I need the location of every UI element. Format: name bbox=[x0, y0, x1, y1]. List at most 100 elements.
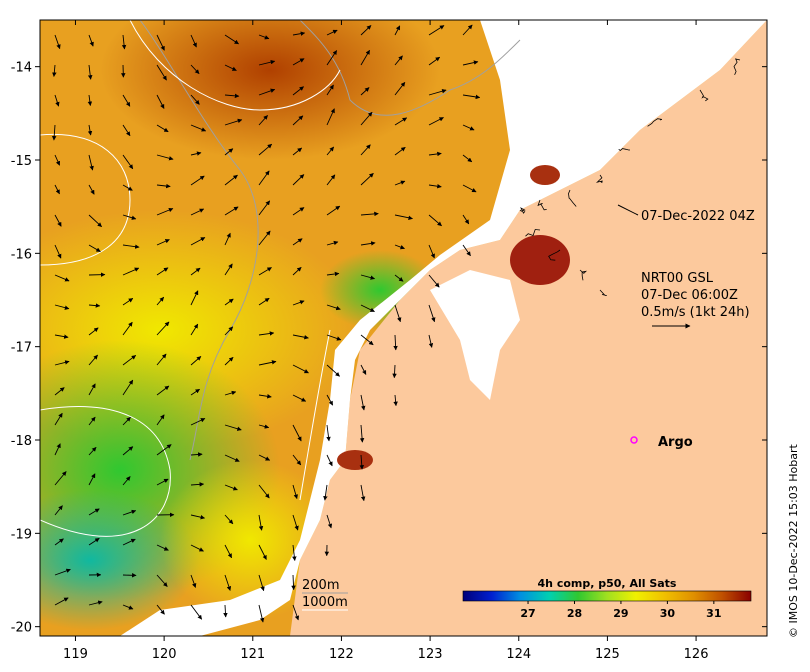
current-vector-arrow bbox=[122, 446, 134, 456]
argo-float-marker bbox=[630, 436, 638, 444]
current-vector-arrow bbox=[394, 146, 406, 156]
coastline-segment bbox=[647, 118, 663, 127]
current-vector-arrow bbox=[88, 244, 101, 252]
current-vector-arrow bbox=[156, 353, 167, 366]
map-plot-area bbox=[40, 20, 767, 636]
current-vector-arrow bbox=[326, 454, 333, 467]
current-vector-arrow bbox=[122, 604, 134, 610]
current-vector-arrow bbox=[54, 94, 60, 107]
colorbar-tick-label: 28 bbox=[567, 607, 582, 620]
current-vector-arrow bbox=[224, 93, 240, 99]
current-vector-arrow bbox=[462, 154, 473, 163]
current-vector-arrow bbox=[292, 147, 303, 156]
coastline-segment bbox=[568, 189, 577, 207]
current-vector-arrow bbox=[54, 334, 69, 339]
current-vector-arrow bbox=[88, 154, 94, 171]
current-vector-arrow bbox=[224, 174, 238, 186]
current-vector-arrow bbox=[190, 356, 202, 366]
current-time-label: 07-Dec 06:00Z bbox=[641, 288, 738, 303]
colorbar-tick-label: 31 bbox=[706, 607, 721, 620]
current-vector-arrow bbox=[394, 274, 404, 282]
x-tick-label: 125 bbox=[595, 647, 620, 662]
current-vector-arrow bbox=[292, 604, 300, 621]
current-vector-arrow bbox=[190, 34, 197, 48]
current-vector-arrow bbox=[88, 184, 95, 195]
current-vector-arrow bbox=[292, 544, 297, 561]
current-vector-arrow bbox=[190, 64, 200, 75]
current-vector-arrow bbox=[394, 180, 406, 186]
coastline-segment bbox=[618, 148, 630, 152]
current-vector-arrow bbox=[122, 416, 131, 426]
y-tick-label: -15 bbox=[11, 154, 32, 169]
cloud-mask-bay bbox=[430, 270, 520, 400]
current-vector-arrow bbox=[88, 600, 103, 606]
current-vector-arrow bbox=[428, 274, 440, 288]
current-vector-arrow bbox=[360, 87, 370, 96]
current-vector-arrow bbox=[326, 424, 331, 442]
current-vector-arrow bbox=[360, 211, 379, 217]
current-vector-arrow bbox=[323, 484, 328, 501]
current-vector-arrow bbox=[462, 244, 471, 257]
current-vector-arrow bbox=[122, 298, 134, 306]
current-vector-arrow bbox=[258, 297, 270, 306]
coastline-detail bbox=[519, 58, 741, 296]
current-vector-arrow bbox=[190, 418, 206, 426]
current-vector-arrow bbox=[258, 454, 271, 461]
current-vector-arrow bbox=[360, 364, 367, 375]
current-vector-arrow bbox=[292, 484, 298, 500]
current-vector-arrow bbox=[122, 355, 137, 366]
sst-cool-southwest bbox=[40, 490, 200, 630]
current-vector-arrow bbox=[258, 267, 272, 276]
current-vector-arrow bbox=[190, 94, 200, 105]
current-vector-arrow bbox=[156, 321, 170, 336]
current-vector-arrow bbox=[88, 537, 100, 546]
current-vectors bbox=[51, 24, 481, 623]
current-vector-arrow bbox=[326, 240, 339, 246]
current-vector-arrow bbox=[54, 568, 71, 576]
current-vector-arrow bbox=[326, 84, 334, 96]
current-vector-arrow bbox=[122, 267, 140, 276]
current-vector-arrow bbox=[156, 64, 167, 81]
current-vector-arrow bbox=[122, 321, 133, 336]
current-vector-arrow bbox=[224, 206, 239, 216]
coastline-segment bbox=[579, 269, 588, 281]
cloud-mask-coast bbox=[120, 20, 767, 636]
coastline-segment bbox=[537, 199, 547, 211]
current-vector-arrow bbox=[428, 151, 442, 157]
current-vector-arrow bbox=[224, 64, 237, 71]
contour-200m-legend: 200m bbox=[302, 578, 339, 593]
current-vector-arrow bbox=[122, 214, 137, 220]
x-tick-label: 124 bbox=[506, 647, 531, 662]
current-scale-label: 0.5m/s (1kt 24h) bbox=[641, 305, 750, 320]
current-product-label: NRT00 GSL bbox=[641, 271, 714, 286]
current-vector-arrow bbox=[394, 244, 405, 250]
sst-warm-coastal-3 bbox=[337, 450, 373, 470]
current-vector-arrow bbox=[190, 482, 205, 487]
current-vector-arrow bbox=[190, 388, 200, 396]
current-vector-arrow bbox=[190, 290, 199, 306]
x-tick-label: 119 bbox=[63, 647, 88, 662]
y-tick-label: -14 bbox=[11, 61, 32, 76]
current-vector-arrow bbox=[156, 385, 170, 396]
current-vector-arrow bbox=[122, 244, 140, 249]
current-vector-arrow bbox=[156, 414, 165, 426]
current-vector-arrow bbox=[360, 49, 370, 66]
current-vector-arrow bbox=[360, 241, 376, 246]
current-vector-arrow bbox=[292, 238, 303, 246]
current-vector-arrow bbox=[292, 364, 309, 374]
current-vector-arrow bbox=[156, 34, 165, 51]
current-vector-arrow bbox=[54, 412, 63, 426]
current-vector-arrow bbox=[122, 476, 131, 486]
current-vector-arrow bbox=[122, 94, 131, 107]
current-vector-arrow bbox=[258, 544, 267, 560]
sst-warm-coastal-2 bbox=[530, 165, 560, 185]
land-mass bbox=[290, 20, 767, 636]
contour-1000m-legend: 1000m bbox=[302, 595, 348, 610]
current-vector-arrow bbox=[360, 334, 374, 346]
current-vector-arrow bbox=[292, 514, 299, 531]
current-vector-arrow bbox=[326, 514, 333, 529]
current-vector-arrow bbox=[360, 144, 371, 156]
current-vector-arrow bbox=[292, 334, 309, 340]
credit-text: © IMOS 10-Dec-2022 15:03 Hobart bbox=[787, 443, 800, 638]
current-vector-arrow bbox=[258, 484, 270, 499]
